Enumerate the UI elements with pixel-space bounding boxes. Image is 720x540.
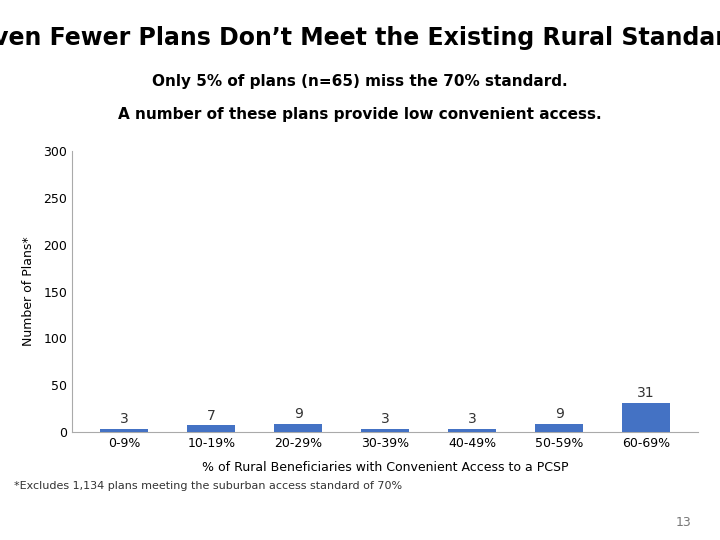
Bar xyxy=(187,426,235,432)
Bar xyxy=(449,429,496,432)
Text: 9: 9 xyxy=(554,407,564,421)
Y-axis label: Number of Plans*: Number of Plans* xyxy=(22,237,35,347)
Bar xyxy=(361,429,409,432)
Text: 3: 3 xyxy=(381,413,390,427)
Text: Even Fewer Plans Don’t Meet the Existing Rural Standard: Even Fewer Plans Don’t Meet the Existing… xyxy=(0,26,720,50)
Text: 3: 3 xyxy=(468,413,477,427)
Bar xyxy=(101,429,148,432)
Bar xyxy=(274,423,322,432)
Bar xyxy=(535,423,583,432)
Text: Only 5% of plans (n=65) miss the 70% standard.: Only 5% of plans (n=65) miss the 70% sta… xyxy=(152,74,568,89)
Text: *Excludes 1,134 plans meeting the suburban access standard of 70%: *Excludes 1,134 plans meeting the suburb… xyxy=(14,481,402,491)
Text: A number of these plans provide low convenient access.: A number of these plans provide low conv… xyxy=(118,107,602,122)
Text: 3: 3 xyxy=(120,413,129,427)
Bar xyxy=(622,403,670,432)
X-axis label: % of Rural Beneficiaries with Convenient Access to a PCSP: % of Rural Beneficiaries with Convenient… xyxy=(202,461,569,474)
Text: 7: 7 xyxy=(207,409,216,423)
Text: 31: 31 xyxy=(637,386,654,400)
Text: 13: 13 xyxy=(675,516,691,529)
Text: 9: 9 xyxy=(294,407,302,421)
